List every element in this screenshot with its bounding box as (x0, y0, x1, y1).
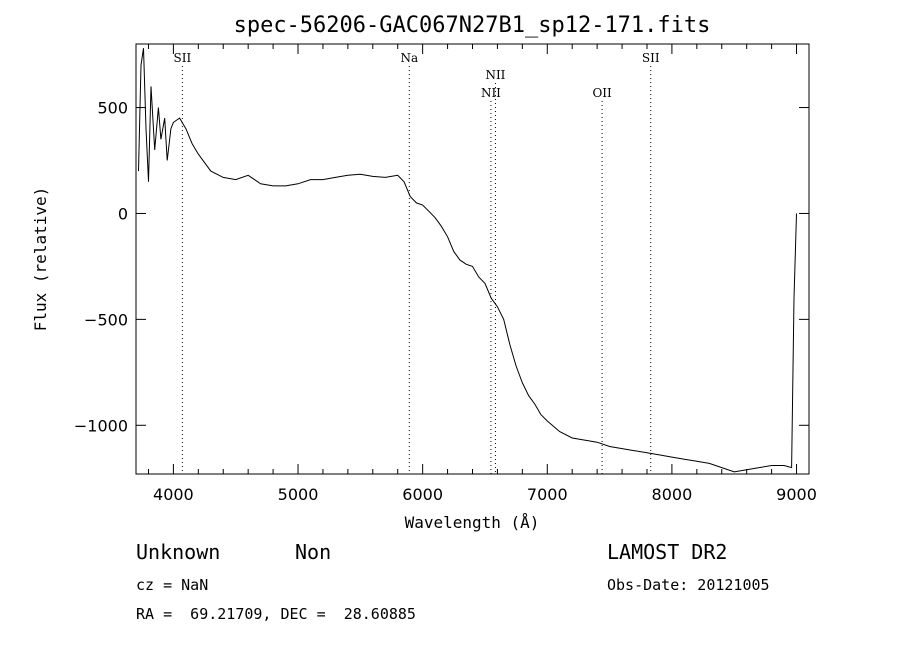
coordinates: RA = 69.21709, DEC = 28.60885 (136, 605, 416, 623)
x-tick-label: 6000 (402, 485, 443, 504)
y-axis-ticks: 500 0 −500 −1000 (74, 99, 809, 435)
x-axis-ticks: 4000 5000 6000 7000 8000 9000 (147, 44, 817, 504)
redshift-value: cz = NaN (136, 576, 209, 594)
x-tick-label: 7000 (527, 485, 568, 504)
observation-date: Obs-Date: 20121005 (607, 576, 770, 594)
y-tick-label: −1000 (74, 416, 128, 435)
y-axis-label: Flux (relative) (31, 187, 50, 332)
y-tick-label: 0 (118, 204, 128, 223)
emission-line-markers: SII Na NII NII OII SII (174, 51, 660, 474)
y-tick-label: 500 (97, 99, 128, 118)
x-tick-label: 5000 (278, 485, 319, 504)
x-tick-label: 4000 (153, 485, 194, 504)
line-marker-label: NII (485, 68, 505, 82)
survey-label: LAMOST DR2 (607, 540, 728, 564)
line-marker-label: OII (592, 86, 612, 100)
plot-frame (135, 43, 810, 475)
spectrum-line (138, 48, 797, 473)
y-tick-label: −500 (84, 310, 128, 329)
x-axis-label: Wavelength (Å) (405, 513, 540, 532)
line-marker-label: SII (174, 51, 192, 65)
line-marker-label: SII (642, 51, 660, 65)
object-subclass: Non (295, 540, 332, 564)
chart-title: spec-56206-GAC067N27B1_sp12-171.fits (234, 13, 711, 38)
object-class: Unknown (136, 540, 221, 564)
line-marker-label: Na (400, 51, 418, 65)
x-tick-label: 9000 (776, 485, 817, 504)
line-marker-label: NII (481, 86, 501, 100)
x-tick-label: 8000 (652, 485, 693, 504)
